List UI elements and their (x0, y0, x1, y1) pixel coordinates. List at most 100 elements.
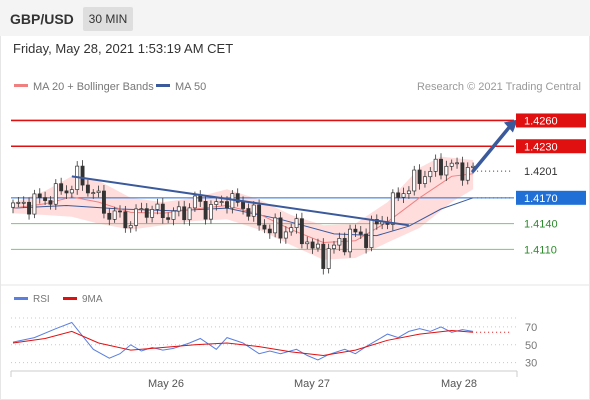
projection-arrow-head (503, 119, 518, 133)
candle-body (321, 243, 326, 269)
candlestick (203, 195, 208, 225)
candle-body (203, 201, 208, 220)
candle-body (128, 225, 133, 229)
price-label-1-4260: 1.4260 (524, 115, 558, 127)
candlestick (150, 205, 155, 223)
candlestick (134, 204, 138, 232)
candle-body (182, 206, 187, 221)
ma50-legend-swatch (156, 84, 170, 87)
candlestick (21, 196, 26, 208)
ma20-legend-swatch (14, 84, 28, 87)
candlestick (139, 202, 144, 213)
candle-body (465, 167, 470, 181)
candlestick (358, 226, 363, 239)
candlestick (465, 162, 470, 185)
candle-body (310, 241, 315, 249)
candle-body (412, 169, 417, 192)
candle-body (267, 228, 272, 234)
candlestick (433, 154, 438, 177)
candlestick (123, 205, 128, 233)
trend-annotations (71, 119, 518, 227)
candlestick (332, 241, 336, 254)
candlestick (439, 153, 443, 180)
rsi-tick-label-30: 30 (525, 358, 537, 370)
candle-body (251, 204, 256, 217)
candlestick (101, 185, 106, 219)
candle-body (364, 233, 369, 248)
candle-body (428, 171, 433, 178)
candlestick (316, 238, 320, 252)
rsi-gridlines: 70 50 30 (11, 317, 537, 370)
candle-body (283, 231, 288, 239)
candle-body (112, 210, 117, 220)
candle-body (433, 158, 438, 172)
candle-body (134, 208, 138, 226)
candle-body (401, 193, 406, 198)
candlestick (262, 219, 267, 234)
candle-body (27, 201, 32, 215)
candle-body (460, 162, 465, 181)
candle-body (80, 165, 85, 186)
candlestick (401, 187, 406, 204)
candle-body (16, 202, 21, 204)
candlestick (107, 208, 112, 226)
candle-body (294, 218, 299, 228)
ma50-legend-label: MA 50 (175, 81, 206, 93)
x-tick-label-may-28: May 28 (441, 378, 477, 390)
candlestick (128, 221, 133, 233)
candlestick (390, 189, 395, 231)
candle-body (192, 195, 197, 209)
candlestick (160, 198, 165, 224)
candlestick (289, 223, 294, 236)
period-button[interactable]: 30 MIN (83, 7, 133, 31)
candlestick (278, 211, 283, 244)
candle-body (91, 192, 96, 194)
candle-body (123, 211, 128, 229)
candlestick (43, 191, 48, 206)
candle-body (390, 192, 395, 225)
candlestick (214, 196, 219, 211)
candlestick (64, 185, 69, 199)
candle-body (43, 197, 48, 201)
candle-body (449, 162, 454, 167)
price-badge-1-4201 (516, 164, 586, 179)
candlestick (417, 164, 422, 190)
candle-body (455, 162, 460, 165)
candlestick (171, 207, 176, 226)
candlestick (299, 212, 304, 249)
candle-body (85, 184, 90, 194)
candle-body (166, 217, 171, 220)
rsi-tick-label-50: 50 (525, 340, 537, 352)
candlestick (449, 159, 454, 171)
candlestick (353, 224, 358, 237)
rsi-ma-line (12, 329, 474, 357)
candle-body (262, 224, 267, 230)
candlestick (444, 160, 449, 182)
price-badge-1-4260 (516, 113, 586, 128)
candle-body (305, 241, 310, 245)
candle-body (444, 165, 449, 176)
candlestick (11, 199, 15, 214)
price-badge-1-4170 (516, 190, 586, 205)
candle-body (337, 238, 342, 246)
candle-body (59, 183, 64, 192)
candle-body (273, 217, 278, 234)
candlestick (412, 165, 417, 196)
rsi-legend-swatch (14, 297, 28, 300)
candle-body (37, 193, 42, 198)
candlestick (326, 243, 331, 274)
candle-body (32, 193, 37, 215)
candlestick (251, 201, 256, 222)
candle-body (144, 208, 149, 218)
copyright-text: Research © 2021 Trading Central (417, 81, 581, 93)
candle-body (48, 200, 53, 205)
candle-body (176, 206, 181, 212)
candle-body (209, 204, 213, 220)
candlestick (187, 203, 192, 226)
candlestick (364, 228, 369, 254)
candle-body (160, 203, 165, 219)
price-label-1-4140: 1.4140 (524, 219, 558, 231)
candle-body (107, 212, 112, 220)
downtrend-line (71, 175, 410, 227)
